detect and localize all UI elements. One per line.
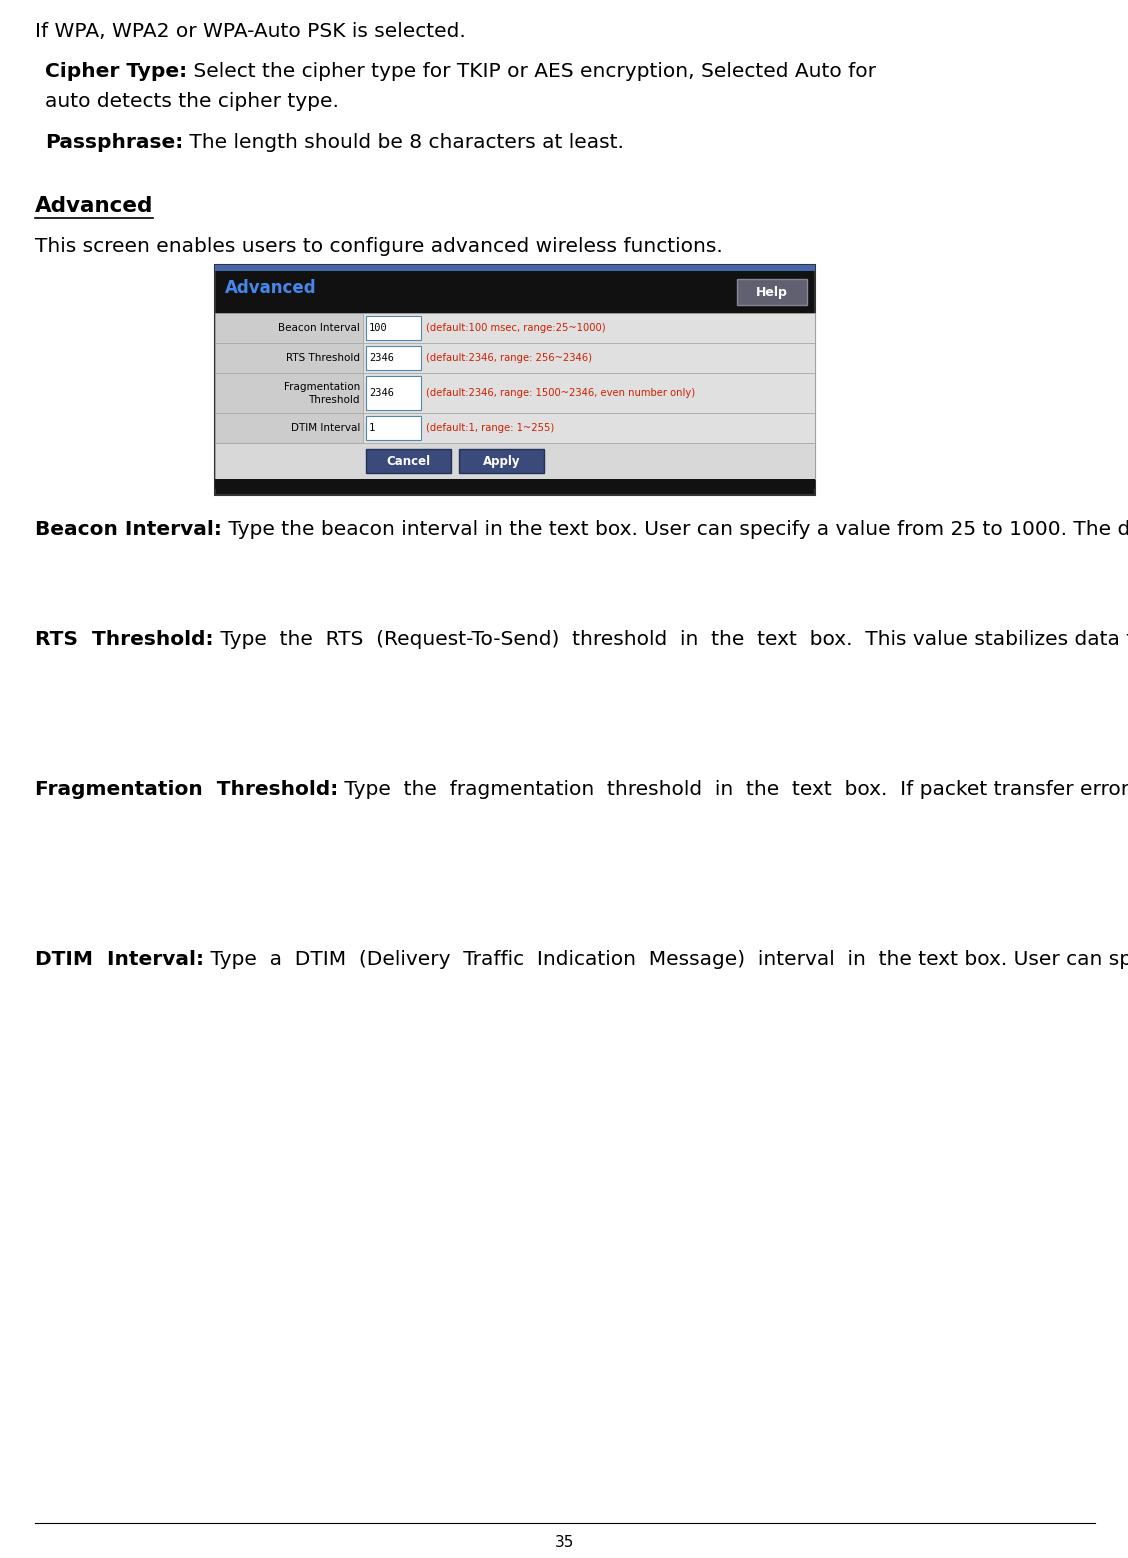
Text: 100: 100 xyxy=(369,323,388,333)
Text: auto detects the cipher type.: auto detects the cipher type. xyxy=(45,92,338,111)
Text: The length should be 8 characters at least.: The length should be 8 characters at lea… xyxy=(183,132,624,153)
Text: 2346: 2346 xyxy=(369,354,394,363)
Bar xyxy=(365,449,451,474)
Bar xyxy=(363,372,816,413)
Bar xyxy=(215,442,816,478)
Text: Type  the  RTS  (Request-To-Send)  threshold  in  the  text  box.  This value st: Type the RTS (Request-To-Send) threshold… xyxy=(213,629,1128,650)
Text: This screen enables users to configure advanced wireless functions.: This screen enables users to configure a… xyxy=(35,237,723,256)
Text: Type the beacon interval in the text box. User can specify a value from 25 to 10: Type the beacon interval in the text box… xyxy=(222,520,1128,539)
Text: Beacon Interval: Beacon Interval xyxy=(279,323,360,333)
Text: Fragmentation: Fragmentation xyxy=(284,382,360,393)
Bar xyxy=(365,316,421,340)
Bar xyxy=(215,313,363,343)
Text: DTIM  Interval:: DTIM Interval: xyxy=(35,950,204,969)
Bar xyxy=(363,313,816,343)
Text: If WPA, WPA2 or WPA-Auto PSK is selected.: If WPA, WPA2 or WPA-Auto PSK is selected… xyxy=(35,22,466,41)
Bar xyxy=(365,416,421,439)
Bar xyxy=(215,478,816,489)
Bar xyxy=(737,279,807,305)
Text: Passphrase:: Passphrase: xyxy=(45,132,183,153)
Text: RTS  Threshold:: RTS Threshold: xyxy=(35,629,213,650)
Text: (default:2346, range: 1500~2346, even number only): (default:2346, range: 1500~2346, even nu… xyxy=(426,388,695,397)
Bar xyxy=(365,375,421,410)
Text: Select the cipher type for TKIP or AES encryption, Selected Auto for: Select the cipher type for TKIP or AES e… xyxy=(187,62,876,81)
Text: Type  a  DTIM  (Delivery  Traffic  Indication  Message)  interval  in  the text : Type a DTIM (Delivery Traffic Indication… xyxy=(204,950,1128,969)
Text: 1: 1 xyxy=(369,424,376,433)
Text: DTIM Interval: DTIM Interval xyxy=(291,424,360,433)
Text: 2346: 2346 xyxy=(369,388,394,397)
Text: RTS Threshold: RTS Threshold xyxy=(287,354,360,363)
Bar xyxy=(365,346,421,369)
Bar xyxy=(215,372,363,413)
Text: Type  the  fragmentation  threshold  in  the  text  box.  If packet transfer err: Type the fragmentation threshold in the … xyxy=(338,781,1128,799)
Text: Cancel: Cancel xyxy=(387,455,431,467)
Bar xyxy=(459,449,544,474)
Text: Help: Help xyxy=(756,285,788,299)
Text: (default:100 msec, range:25~1000): (default:100 msec, range:25~1000) xyxy=(426,323,606,333)
Text: Advanced: Advanced xyxy=(35,196,153,217)
Text: (default:2346, range: 256~2346): (default:2346, range: 256~2346) xyxy=(426,354,592,363)
Text: Threshold: Threshold xyxy=(308,396,360,405)
Bar xyxy=(215,413,363,442)
Text: Beacon Interval:: Beacon Interval: xyxy=(35,520,222,539)
Bar xyxy=(363,343,816,372)
Text: Fragmentation  Threshold:: Fragmentation Threshold: xyxy=(35,781,338,799)
Text: 35: 35 xyxy=(554,1535,574,1550)
Bar xyxy=(215,265,816,271)
Text: (default:1, range: 1~255): (default:1, range: 1~255) xyxy=(426,424,554,433)
Text: Apply: Apply xyxy=(483,455,520,467)
Text: Advanced: Advanced xyxy=(224,279,317,298)
Bar xyxy=(215,343,363,372)
Bar xyxy=(215,265,816,495)
Bar xyxy=(363,413,816,442)
Text: Cipher Type:: Cipher Type: xyxy=(45,62,187,81)
